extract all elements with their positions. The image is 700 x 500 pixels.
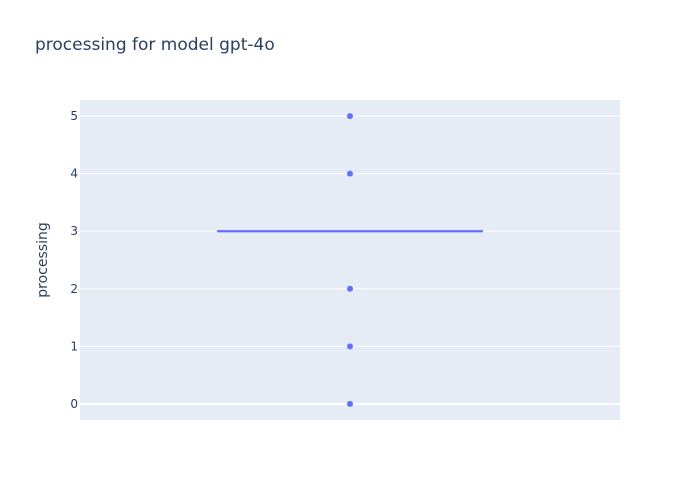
outlier-point-0 [347, 400, 353, 407]
box-series [217, 113, 483, 407]
outlier-point-4 [347, 170, 353, 177]
y-tick-label-1: 1 [70, 339, 78, 353]
plot-area [80, 100, 620, 420]
y-axis-title: processing [35, 222, 51, 297]
y-tick-label-5: 5 [70, 109, 78, 123]
y-tick-label-4: 4 [70, 167, 78, 181]
y-tick-label-0: 0 [70, 397, 78, 411]
outlier-point-2 [347, 285, 353, 292]
y-axis-ticks: 0 1 2 3 4 5 [70, 109, 78, 411]
outlier-point-5 [347, 113, 353, 120]
outlier-point-1 [347, 343, 353, 350]
y-tick-label-2: 2 [70, 282, 78, 296]
chart-title: processing for model gpt-4o [35, 35, 275, 55]
y-tick-label-3: 3 [70, 224, 78, 238]
